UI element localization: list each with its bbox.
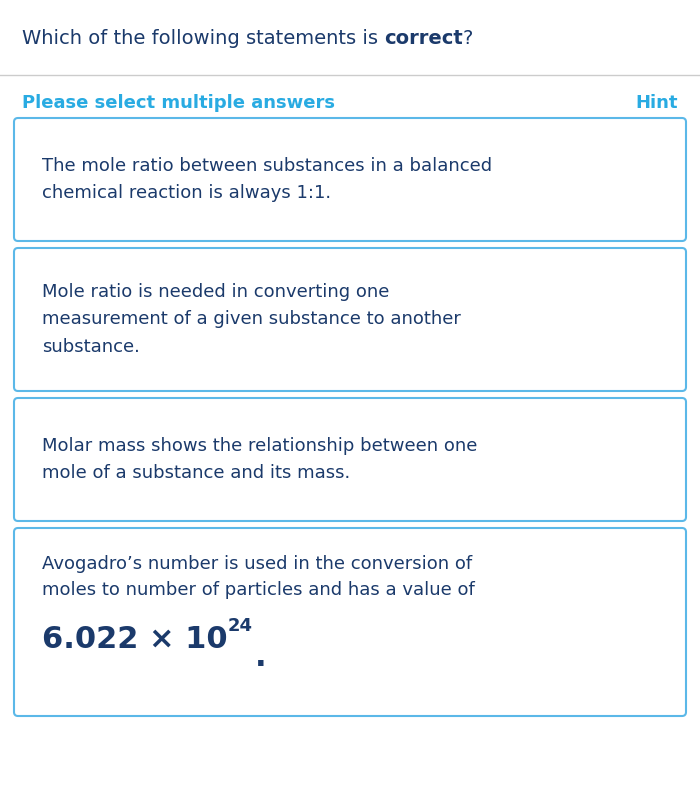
FancyBboxPatch shape [14,398,686,521]
Text: correct: correct [384,28,463,48]
Text: moles to number of particles and has a value of: moles to number of particles and has a v… [42,581,475,599]
Text: 6.022 × 10: 6.022 × 10 [42,625,228,654]
FancyBboxPatch shape [14,528,686,716]
Text: Avogadro’s number is used in the conversion of: Avogadro’s number is used in the convers… [42,555,472,573]
Text: .: . [255,643,266,672]
FancyBboxPatch shape [14,248,686,391]
Text: The mole ratio between substances in a balanced
chemical reaction is always 1:1.: The mole ratio between substances in a b… [42,157,492,202]
Text: Which of the following statements is: Which of the following statements is [22,28,384,48]
Text: ?: ? [463,28,473,48]
Text: Hint: Hint [636,94,678,112]
Text: 24: 24 [228,617,253,635]
FancyBboxPatch shape [14,118,686,241]
Text: Please select multiple answers: Please select multiple answers [22,94,335,112]
Text: Molar mass shows the relationship between one
mole of a substance and its mass.: Molar mass shows the relationship betwee… [42,437,477,482]
Text: Mole ratio is needed in converting one
measurement of a given substance to anoth: Mole ratio is needed in converting one m… [42,283,461,355]
